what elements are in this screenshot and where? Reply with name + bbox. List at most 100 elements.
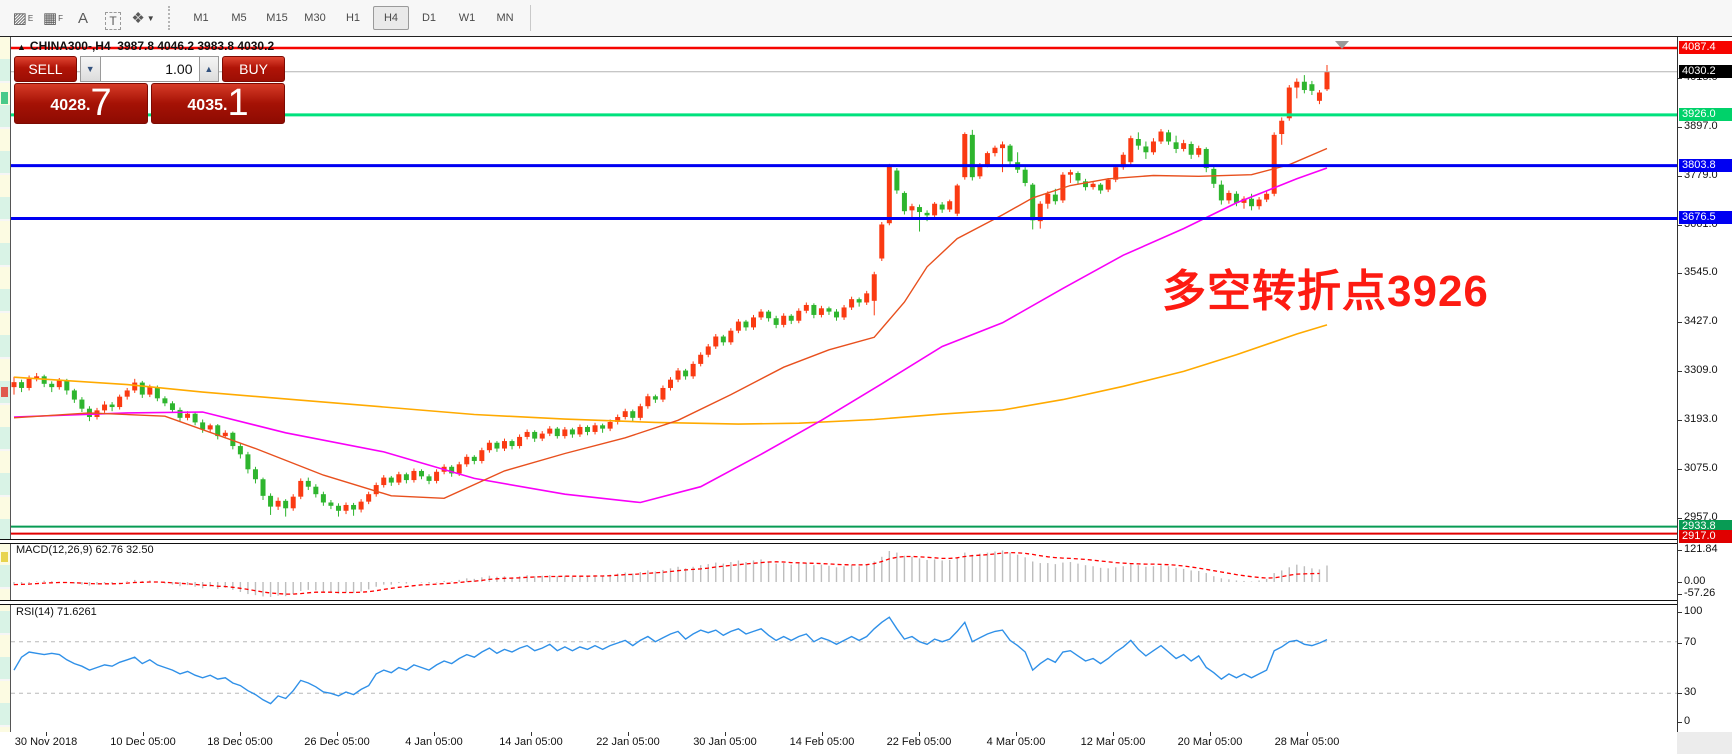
candle xyxy=(26,378,32,388)
volume-input[interactable] xyxy=(100,56,199,82)
candle xyxy=(1196,148,1202,155)
time-axis[interactable]: 30 Nov 2018 10 Dec 05:00 18 Dec 05:00 26 De… xyxy=(0,732,1677,754)
candle xyxy=(811,304,817,315)
time-axis-label: 14 Feb 05:00 xyxy=(789,736,855,748)
shapes-icon[interactable]: ❖ ▼ xyxy=(130,6,156,30)
tick-mark xyxy=(1678,78,1682,79)
text-box-icon[interactable]: T xyxy=(100,6,126,30)
candle xyxy=(358,501,364,510)
strip-fragment xyxy=(1,387,8,397)
candle xyxy=(1226,192,1232,201)
toolbar-grip[interactable] xyxy=(168,6,176,30)
candle xyxy=(728,330,734,343)
tf-m1[interactable]: M1 xyxy=(193,12,209,24)
time-tick-mark xyxy=(919,732,920,736)
candle xyxy=(283,500,289,509)
tf-h4-active[interactable]: H4 xyxy=(373,6,409,30)
candle xyxy=(1188,143,1194,155)
grid-icon[interactable]: ▦ F xyxy=(42,10,64,27)
tf-mn[interactable]: MN xyxy=(496,12,514,24)
candle xyxy=(660,387,666,400)
candle xyxy=(1279,120,1285,135)
candle xyxy=(162,398,168,404)
candle xyxy=(169,403,175,410)
candle xyxy=(569,429,575,435)
candle xyxy=(607,421,613,429)
chart-annotation-text: 多空转折点3926 xyxy=(1162,267,1489,316)
candle xyxy=(185,413,191,418)
buy-quote[interactable]: 4035. 1 xyxy=(151,83,285,124)
tf-w1[interactable]: W1 xyxy=(458,12,476,24)
candle xyxy=(1098,184,1104,191)
tf-d1[interactable]: D1 xyxy=(421,12,437,24)
tick-mark xyxy=(1678,371,1682,372)
candle xyxy=(305,480,311,487)
time-axis-label: 22 Jan 05:00 xyxy=(596,736,660,748)
buy-button[interactable]: BUY xyxy=(222,56,285,82)
candle xyxy=(818,308,824,315)
candle xyxy=(773,318,779,325)
candle xyxy=(1128,138,1134,163)
candle xyxy=(539,433,545,439)
candle xyxy=(1143,146,1149,153)
candle xyxy=(1083,181,1089,188)
candle xyxy=(1286,87,1292,119)
chart-area[interactable] xyxy=(11,37,1677,754)
candle xyxy=(962,134,968,178)
rsi-panel-canvas[interactable] xyxy=(11,603,1677,732)
macd-panel-canvas[interactable] xyxy=(11,541,1677,600)
candle xyxy=(418,470,424,477)
price-chart-canvas[interactable] xyxy=(11,37,1677,539)
panel-separator[interactable] xyxy=(0,539,1732,544)
candle xyxy=(1256,199,1262,207)
price-axis[interactable]: 4015.03897.03779.03661.03545.03427.03309… xyxy=(1677,37,1732,732)
time-tick-mark xyxy=(822,732,823,736)
volume-down-button[interactable]: ▼ xyxy=(79,56,101,82)
tf-m30[interactable]: M30 xyxy=(304,12,326,24)
candle xyxy=(56,380,62,388)
time-axis-label: 22 Feb 05:00 xyxy=(886,736,952,748)
candle xyxy=(841,307,847,318)
time-tick-mark xyxy=(143,732,144,736)
candle xyxy=(154,387,160,399)
new-order-icon[interactable]: ▨ E xyxy=(12,10,34,27)
candle xyxy=(743,321,749,328)
symbol-triangle-icon: ▲ xyxy=(17,42,26,52)
candle xyxy=(947,201,953,210)
time-axis-label: 30 Nov 2018 xyxy=(14,736,78,748)
candle xyxy=(562,429,568,437)
price-tick-label: 3897.0 xyxy=(1684,120,1718,132)
sell-quote[interactable]: 4028. 7 xyxy=(14,83,148,124)
candle xyxy=(1166,132,1172,142)
candle xyxy=(132,382,138,391)
candle xyxy=(434,471,440,481)
candle xyxy=(690,363,696,377)
chart-shift-marker[interactable] xyxy=(1335,41,1349,49)
candle xyxy=(886,166,892,224)
panel-separator[interactable] xyxy=(0,600,1732,605)
tick-mark xyxy=(1678,594,1682,595)
candle xyxy=(517,436,523,447)
candle xyxy=(1135,138,1141,146)
market-watch-edge[interactable] xyxy=(0,37,11,754)
text-label-icon[interactable]: A xyxy=(77,10,88,27)
candle xyxy=(1294,81,1300,88)
tf-h1[interactable]: H1 xyxy=(345,12,361,24)
rsi-axis-label: 100 xyxy=(1684,605,1703,617)
tf-m15[interactable]: M15 xyxy=(266,12,288,24)
volume-up-button[interactable]: ▲ xyxy=(198,56,220,82)
candle xyxy=(260,479,266,496)
sell-button[interactable]: SELL xyxy=(14,56,77,82)
candle xyxy=(486,442,492,451)
price-tag: 2933.8 xyxy=(1679,520,1732,533)
candle xyxy=(864,293,870,303)
candle xyxy=(856,299,862,303)
candle xyxy=(1045,193,1051,204)
tf-m5[interactable]: M5 xyxy=(231,12,247,24)
time-axis-label: 18 Dec 05:00 xyxy=(207,736,273,748)
candle xyxy=(1309,84,1315,91)
time-tick-mark xyxy=(434,732,435,736)
candle xyxy=(1301,81,1307,91)
candle xyxy=(102,404,108,411)
